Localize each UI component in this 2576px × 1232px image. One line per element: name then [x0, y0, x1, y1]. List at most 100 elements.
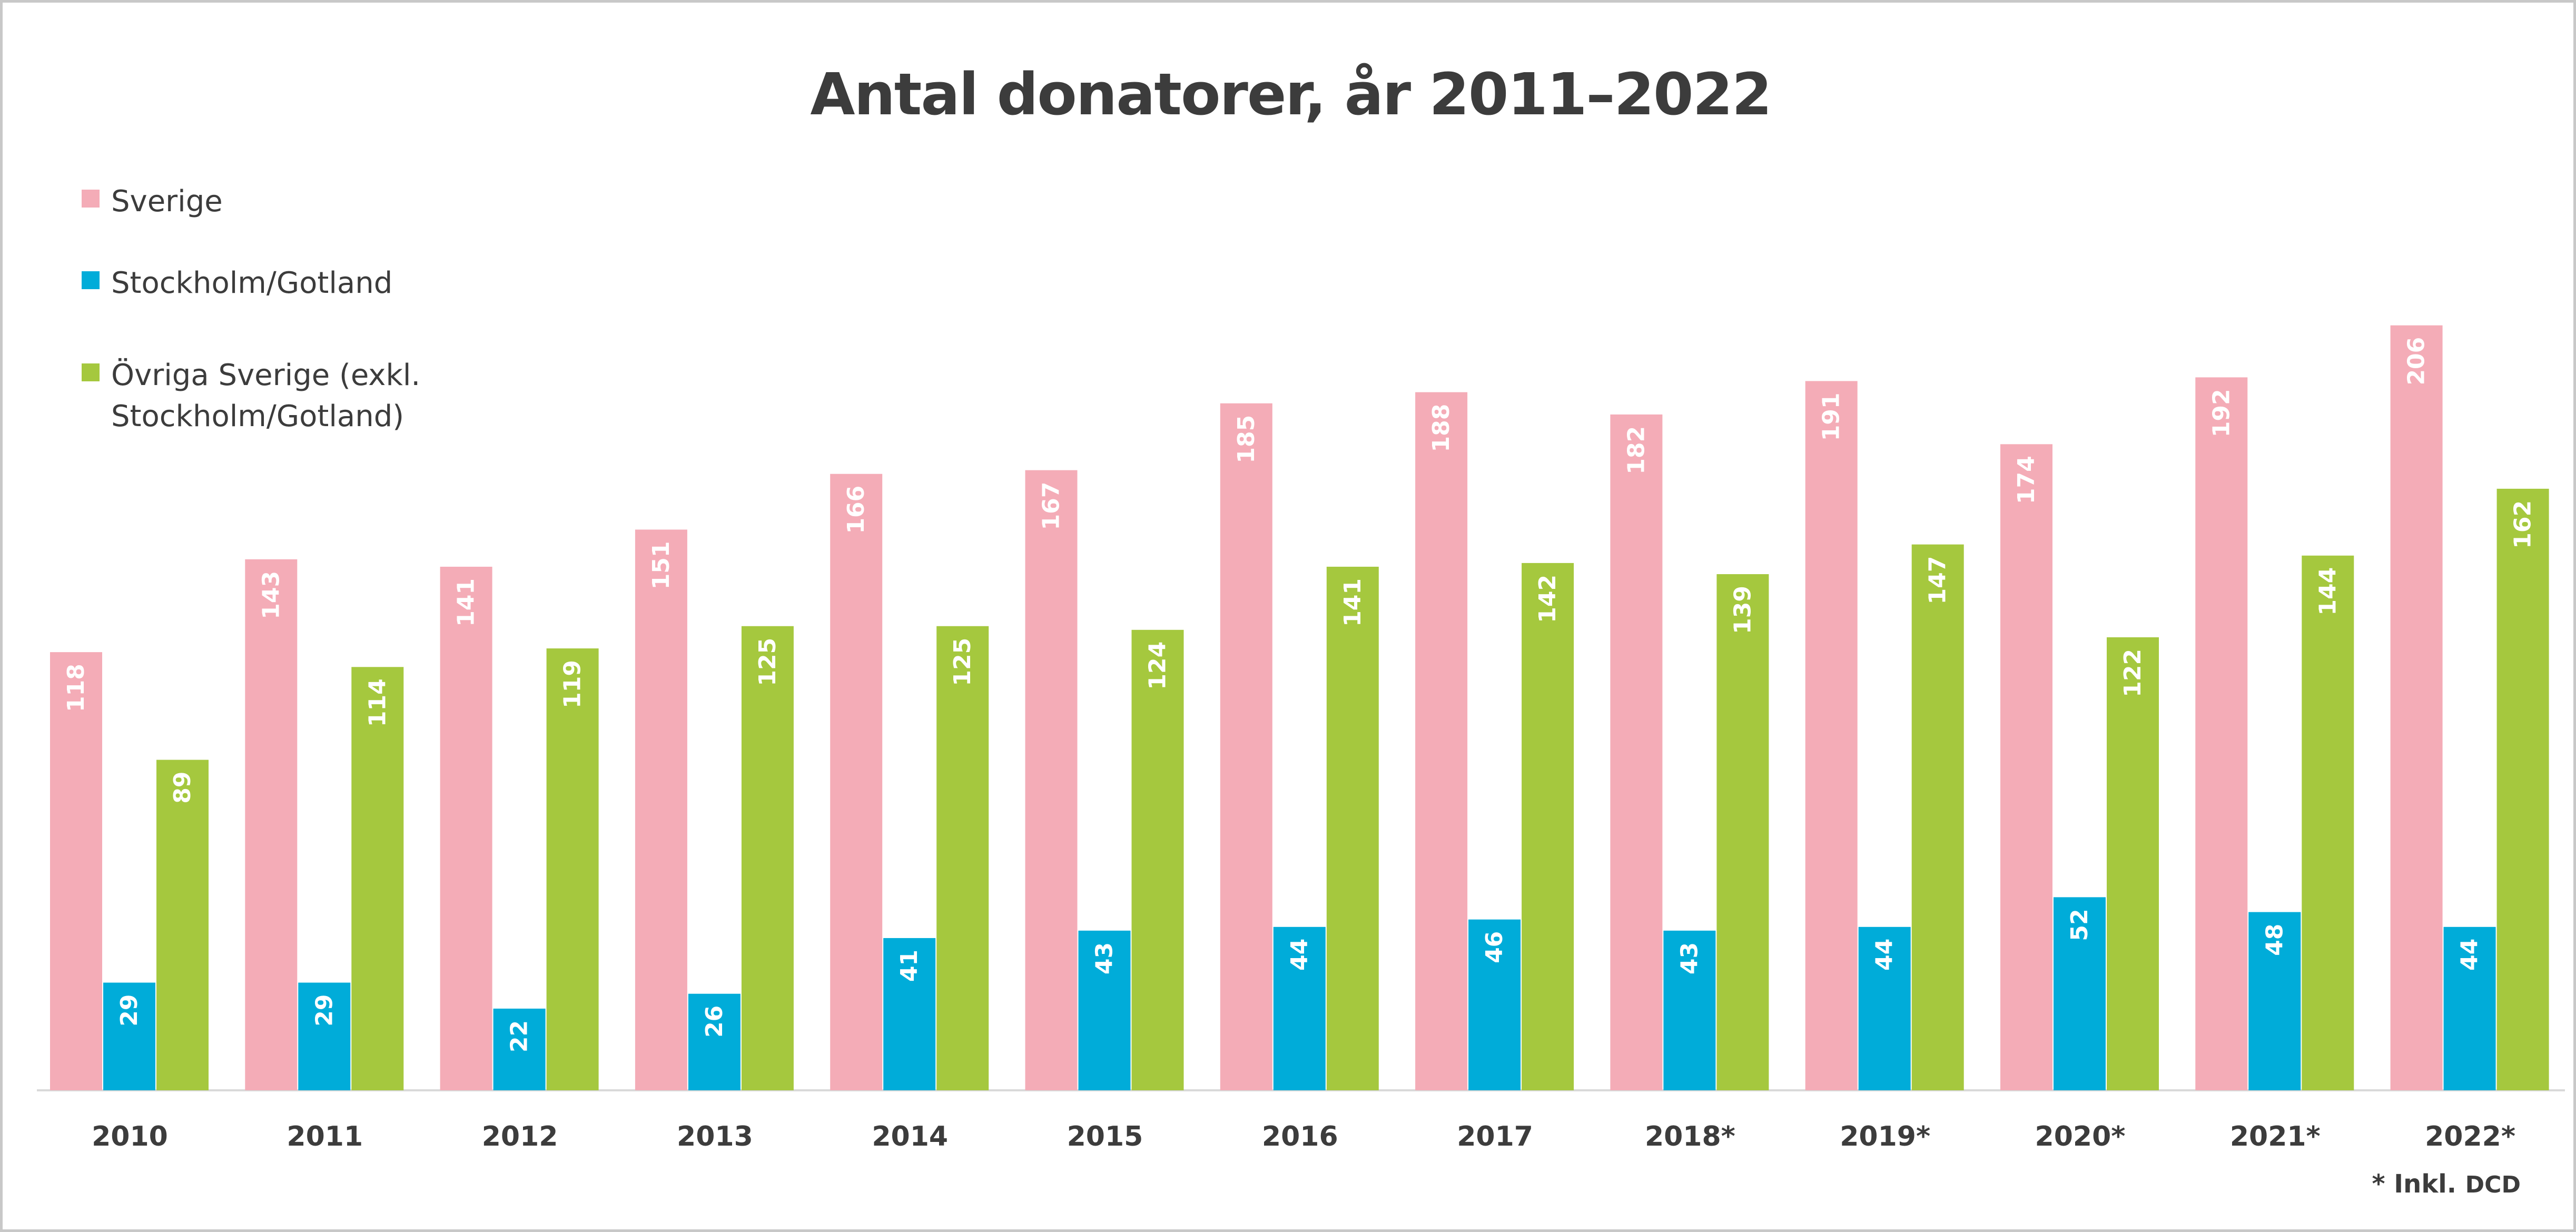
bar-stockholm-gotland-2016 — [1273, 927, 1326, 1090]
bar-stockholm-gotland-2018 — [1663, 930, 1716, 1090]
data-label-sverige-2014: 166 — [843, 486, 870, 534]
data-label-stockholm-gotland-2014: 41 — [896, 950, 923, 982]
data-label-sverige-2013: 151 — [648, 541, 675, 589]
data-label-sverige-2017: 188 — [1428, 404, 1455, 452]
data-label-stockholm-gotland-2018: 43 — [1676, 942, 1703, 974]
bar-stockholm-gotland-2017 — [1468, 919, 1521, 1090]
legend-swatch-sverige — [82, 190, 100, 208]
bar-vriga-sverige-exkl-stockholm-gotland-2022 — [2496, 488, 2549, 1090]
bar-stockholm-gotland-2013 — [688, 993, 741, 1090]
bar-stockholm-gotland-2019 — [1858, 927, 1911, 1090]
x-tick-label-2014: 2014 — [872, 1121, 948, 1152]
data-label-stockholm-gotland-2013: 26 — [701, 1006, 728, 1038]
bar-vriga-sverige-exkl-stockholm-gotland-2017 — [1522, 563, 1574, 1090]
data-label-stockholm-gotland-2021: 48 — [2261, 924, 2288, 956]
bar-vriga-sverige-exkl-stockholm-gotland-2011 — [351, 667, 404, 1090]
x-tick-label-2010: 2010 — [92, 1121, 168, 1152]
bar-sverige-2017 — [1415, 392, 1468, 1090]
data-label-stockholm-gotland-2019: 44 — [1871, 939, 1898, 971]
legend-swatch-ovriga-sverige — [82, 363, 100, 381]
bar-stockholm-gotland-2012 — [493, 1008, 546, 1090]
x-tick-label-2016: 2016 — [1262, 1121, 1338, 1152]
bar-vriga-sverige-exkl-stockholm-gotland-2013 — [741, 626, 794, 1090]
bar-sverige-2020 — [2000, 444, 2052, 1090]
bar-sverige-2019 — [1805, 381, 1858, 1091]
bar-sverige-2014 — [830, 474, 883, 1091]
bar-sverige-2016 — [1220, 403, 1272, 1090]
x-tick-label-2013: 2013 — [677, 1121, 753, 1152]
bar-stockholm-gotland-2020 — [2054, 897, 2106, 1090]
bar-stockholm-gotland-2015 — [1078, 930, 1131, 1090]
bar-stockholm-gotland-2022 — [2443, 927, 2496, 1090]
bar-sverige-2021 — [2195, 377, 2248, 1090]
data-label-stockholm-gotland-2015: 43 — [1091, 942, 1118, 974]
x-tick-label-2019: 2019* — [1840, 1121, 1930, 1152]
bar-sverige-2015 — [1025, 470, 1078, 1090]
legend-label-ovriga-line-2: Stockholm/Gotland) — [111, 399, 404, 433]
bar-stockholm-gotland-2021 — [2248, 912, 2301, 1090]
data-label-stockholm-gotland-2016: 44 — [1286, 939, 1313, 971]
data-label-vriga-sverige-exkl-stockholm-gotland-2010: 89 — [169, 772, 196, 804]
data-label-stockholm-gotland-2020: 52 — [2066, 909, 2093, 941]
footnote: * Inkl. DCD — [2372, 1169, 2521, 1199]
x-tick-label-2021: 2021* — [2230, 1121, 2321, 1152]
data-label-vriga-sverige-exkl-stockholm-gotland-2017: 142 — [1534, 575, 1561, 623]
bar-vriga-sverige-exkl-stockholm-gotland-2021 — [2302, 555, 2354, 1090]
bar-sverige-2012 — [440, 566, 492, 1090]
bar-vriga-sverige-exkl-stockholm-gotland-2018 — [1716, 574, 1769, 1090]
footnote-dcd: DCD — [2465, 1171, 2521, 1198]
bar-vriga-sverige-exkl-stockholm-gotland-2016 — [1326, 566, 1379, 1090]
bar-vriga-sverige-exkl-stockholm-gotland-2010 — [156, 760, 209, 1090]
bar-sverige-2011 — [245, 559, 298, 1090]
x-tick-label-2011: 2011 — [287, 1121, 363, 1152]
data-label-sverige-2010: 118 — [63, 664, 90, 712]
bar-vriga-sverige-exkl-stockholm-gotland-2020 — [2107, 637, 2159, 1090]
data-label-stockholm-gotland-2012: 22 — [506, 1020, 533, 1052]
legend-label-ovriga-line-1: Övriga Sverige (exkl. — [111, 358, 421, 392]
legend-label-ovriga-sverige: Övriga Sverige (exkl. Stockholm/Gotland) — [111, 355, 420, 437]
legend-label-stockholm-gotland: Stockholm/Gotland — [111, 266, 393, 300]
data-label-sverige-2019: 191 — [1818, 392, 1845, 441]
data-label-sverige-2018: 182 — [1623, 426, 1650, 475]
data-label-stockholm-gotland-2011: 29 — [311, 994, 338, 1027]
x-tick-label-2017: 2017 — [1457, 1121, 1533, 1152]
x-tick-label-2015: 2015 — [1067, 1121, 1143, 1152]
data-label-vriga-sverige-exkl-stockholm-gotland-2014: 125 — [949, 638, 976, 686]
x-tick-label-2018: 2018* — [1645, 1121, 1735, 1152]
data-label-vriga-sverige-exkl-stockholm-gotland-2016: 141 — [1339, 578, 1366, 627]
bar-stockholm-gotland-2014 — [883, 938, 936, 1090]
data-label-stockholm-gotland-2010: 29 — [116, 994, 143, 1027]
data-label-sverige-2022: 206 — [2403, 337, 2430, 386]
data-label-stockholm-gotland-2022: 44 — [2456, 939, 2483, 971]
bar-vriga-sverige-exkl-stockholm-gotland-2015 — [1131, 629, 1184, 1090]
bar-sverige-2018 — [1610, 414, 1663, 1090]
chart-title: Antal donatorer, år 2011–2022 — [810, 61, 1772, 128]
x-tick-label-2012: 2012 — [482, 1121, 558, 1152]
legend-swatch-stockholm-gotland — [82, 271, 100, 289]
data-label-sverige-2015: 167 — [1038, 482, 1065, 530]
bar-sverige-2022 — [2390, 325, 2443, 1091]
data-label-sverige-2021: 192 — [2208, 389, 2235, 437]
data-label-vriga-sverige-exkl-stockholm-gotland-2015: 124 — [1144, 642, 1171, 690]
bar-sverige-2013 — [635, 529, 687, 1091]
data-label-vriga-sverige-exkl-stockholm-gotland-2018: 139 — [1729, 586, 1756, 634]
bar-stockholm-gotland-2010 — [103, 982, 155, 1090]
data-label-vriga-sverige-exkl-stockholm-gotland-2022: 162 — [2510, 500, 2536, 549]
legend-label-sverige: Sverige — [111, 184, 223, 219]
bar-stockholm-gotland-2011 — [298, 982, 351, 1090]
data-label-vriga-sverige-exkl-stockholm-gotland-2021: 144 — [2314, 567, 2341, 616]
data-label-vriga-sverige-exkl-stockholm-gotland-2013: 125 — [754, 638, 781, 686]
data-label-sverige-2011: 143 — [258, 571, 284, 619]
bar-vriga-sverige-exkl-stockholm-gotland-2019 — [1911, 544, 1964, 1090]
data-label-vriga-sverige-exkl-stockholm-gotland-2012: 119 — [559, 660, 586, 708]
data-label-sverige-2020: 174 — [2013, 456, 2040, 504]
data-label-vriga-sverige-exkl-stockholm-gotland-2011: 114 — [364, 678, 391, 727]
x-tick-label-2022: 2022* — [2425, 1121, 2515, 1152]
footnote-star: * Inkl. — [2372, 1169, 2456, 1199]
bar-vriga-sverige-exkl-stockholm-gotland-2012 — [546, 648, 599, 1090]
data-label-sverige-2012: 141 — [453, 578, 480, 627]
bar-sverige-2010 — [50, 652, 102, 1090]
data-label-stockholm-gotland-2017: 46 — [1481, 931, 1508, 963]
data-label-sverige-2016: 185 — [1233, 415, 1260, 464]
